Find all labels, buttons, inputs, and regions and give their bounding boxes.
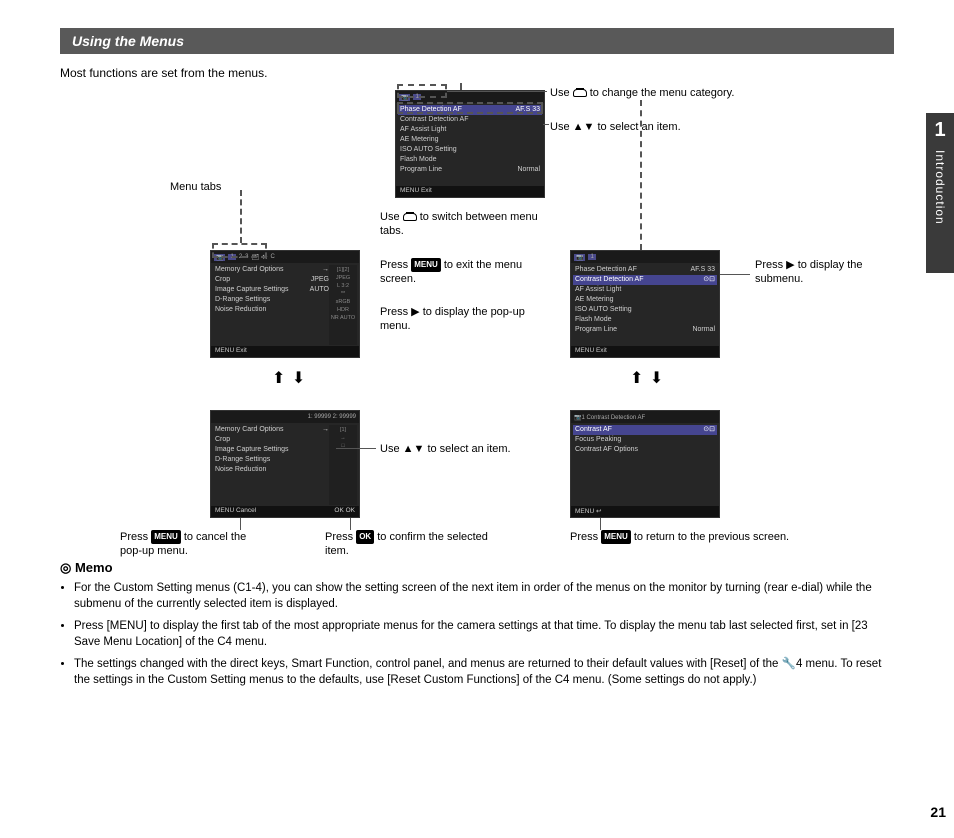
label-press-ok: Press OK to confirm the selected item. bbox=[325, 530, 495, 558]
label-press-menu-return: Press MENU to return to the previous scr… bbox=[570, 530, 789, 544]
section-header: Using the Menus bbox=[60, 28, 894, 54]
label-select-top: Use ▲▼ to select an item. bbox=[550, 120, 681, 134]
label-select-mid: Use ▲▼ to select an item. bbox=[380, 442, 511, 456]
side-tab: 1 Introduction bbox=[926, 113, 954, 273]
text: Use bbox=[550, 87, 570, 99]
screen-af-menu-2: 📷1Phase Detection AFAF.S 33Contrast Dete… bbox=[570, 250, 720, 358]
line-submenu bbox=[720, 274, 750, 275]
label-menu-tabs: Menu tabs bbox=[170, 180, 221, 194]
text: to select an item. bbox=[597, 121, 680, 133]
dash-tabs-box bbox=[212, 243, 267, 258]
dash-top bbox=[460, 83, 462, 90]
line-cat bbox=[447, 91, 547, 92]
screen-capture-menu: 📷123🗂⚒CMemory Card Options→CropJPEGImage… bbox=[210, 250, 360, 358]
text: Press bbox=[570, 531, 598, 543]
menu-button-icon: MENU bbox=[151, 530, 181, 544]
label-switch-tabs: Use to switch between menu tabs. bbox=[380, 210, 540, 238]
label-press-menu-exit: Press MENU to exit the menu screen. bbox=[380, 258, 550, 286]
l-b2 bbox=[350, 518, 351, 530]
dial-icon bbox=[403, 213, 417, 221]
line-sel bbox=[336, 448, 376, 449]
line-item bbox=[543, 124, 549, 125]
memo-list: For the Custom Setting menus (C1-4), you… bbox=[60, 580, 894, 688]
text: to change the menu category. bbox=[590, 87, 735, 99]
screen-popup: 1: 99999 2: 99999Memory Card Options→Cro… bbox=[210, 410, 360, 518]
memo-heading: Memo bbox=[60, 560, 894, 576]
l-b1 bbox=[240, 518, 241, 530]
label-change-cat: Use to change the menu category. bbox=[550, 86, 734, 100]
intro-text: Most functions are set from the menus. bbox=[60, 66, 894, 80]
dash-item-box bbox=[397, 102, 543, 114]
dash-cat-box bbox=[397, 84, 447, 98]
label-press-right-submenu: Press ▶ to display the submenu. bbox=[755, 258, 875, 286]
l-b3 bbox=[600, 518, 601, 530]
text: to return to the previous screen. bbox=[634, 531, 789, 543]
diagram-area: 📷1Phase Detection AFAF.S 33Contrast Dete… bbox=[60, 90, 894, 560]
chapter-title: Introduction bbox=[933, 150, 947, 225]
text: Use bbox=[380, 211, 400, 223]
arrows-1to4: ⬆ ⬇ bbox=[272, 368, 306, 388]
ok-button-icon: OK bbox=[356, 530, 374, 544]
page-number: 21 bbox=[930, 804, 946, 820]
text: Press bbox=[380, 259, 408, 271]
updown-icon: ▲▼ bbox=[573, 121, 595, 133]
label-press-menu-cancel: Press MENU to cancel the pop-up menu. bbox=[120, 530, 270, 558]
memo-item: The settings changed with the direct key… bbox=[74, 656, 894, 688]
memo-item: Press [MENU] to display the first tab of… bbox=[74, 618, 894, 650]
dial-icon bbox=[573, 89, 587, 97]
menu-button-icon: MENU bbox=[411, 258, 441, 272]
label-press-right-popup: Press ▶ to display the pop-up menu. bbox=[380, 305, 550, 333]
text: Press bbox=[325, 531, 353, 543]
chapter-number: 1 bbox=[926, 113, 954, 142]
text: Use bbox=[550, 121, 570, 133]
menu-button-icon: MENU bbox=[601, 530, 631, 544]
memo-item: For the Custom Setting menus (C1-4), you… bbox=[74, 580, 894, 612]
text: Press bbox=[120, 531, 148, 543]
screen-submenu: 📷1 Contrast Detection AFContrast AF⊙⊡Foc… bbox=[570, 410, 720, 518]
arrows-3to5: ⬆ ⬇ bbox=[630, 368, 664, 388]
dash-line-tabs bbox=[240, 190, 242, 243]
